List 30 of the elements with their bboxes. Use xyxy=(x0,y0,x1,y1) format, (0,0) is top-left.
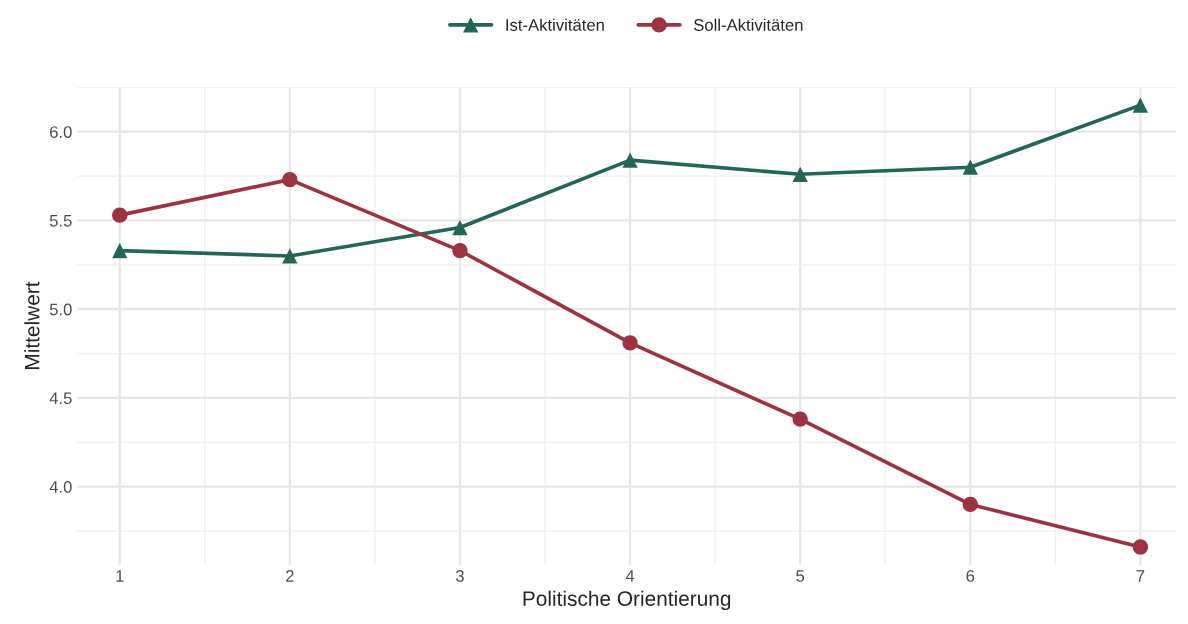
point xyxy=(1132,539,1149,555)
point xyxy=(962,496,978,513)
y-tick-label: 5.0 xyxy=(49,303,72,316)
y-axis-title: Mittelwert xyxy=(24,281,40,369)
y-tick-label: 6.0 xyxy=(50,126,72,138)
x-tick-label: 6 xyxy=(966,570,975,582)
point xyxy=(452,219,468,236)
x-tick-label: 2 xyxy=(286,570,294,582)
point xyxy=(622,152,638,168)
point xyxy=(1132,97,1149,113)
x-tick-label: 7 xyxy=(1136,570,1145,582)
point xyxy=(282,248,298,264)
x-tick-label: 4 xyxy=(625,570,635,582)
legend-label: Soll-Aktivitäten xyxy=(694,18,803,31)
legend-label: Ist-Aktivitäten xyxy=(506,18,604,31)
point xyxy=(452,242,468,259)
x-tick-label: 3 xyxy=(455,570,464,582)
y-tick-label: 4.5 xyxy=(49,392,72,405)
x-tick-label: 1 xyxy=(116,570,124,582)
point xyxy=(112,207,128,223)
y-tick-label: 4.0 xyxy=(49,481,72,493)
point xyxy=(962,159,978,175)
y-tick-label: 5.5 xyxy=(49,215,72,227)
point xyxy=(112,242,128,259)
x-tick-label: 5 xyxy=(796,570,805,582)
point xyxy=(622,335,638,351)
point xyxy=(792,166,808,182)
x-axis-title: Politische Orientierung xyxy=(523,590,731,611)
point xyxy=(282,172,298,188)
point xyxy=(792,411,808,427)
